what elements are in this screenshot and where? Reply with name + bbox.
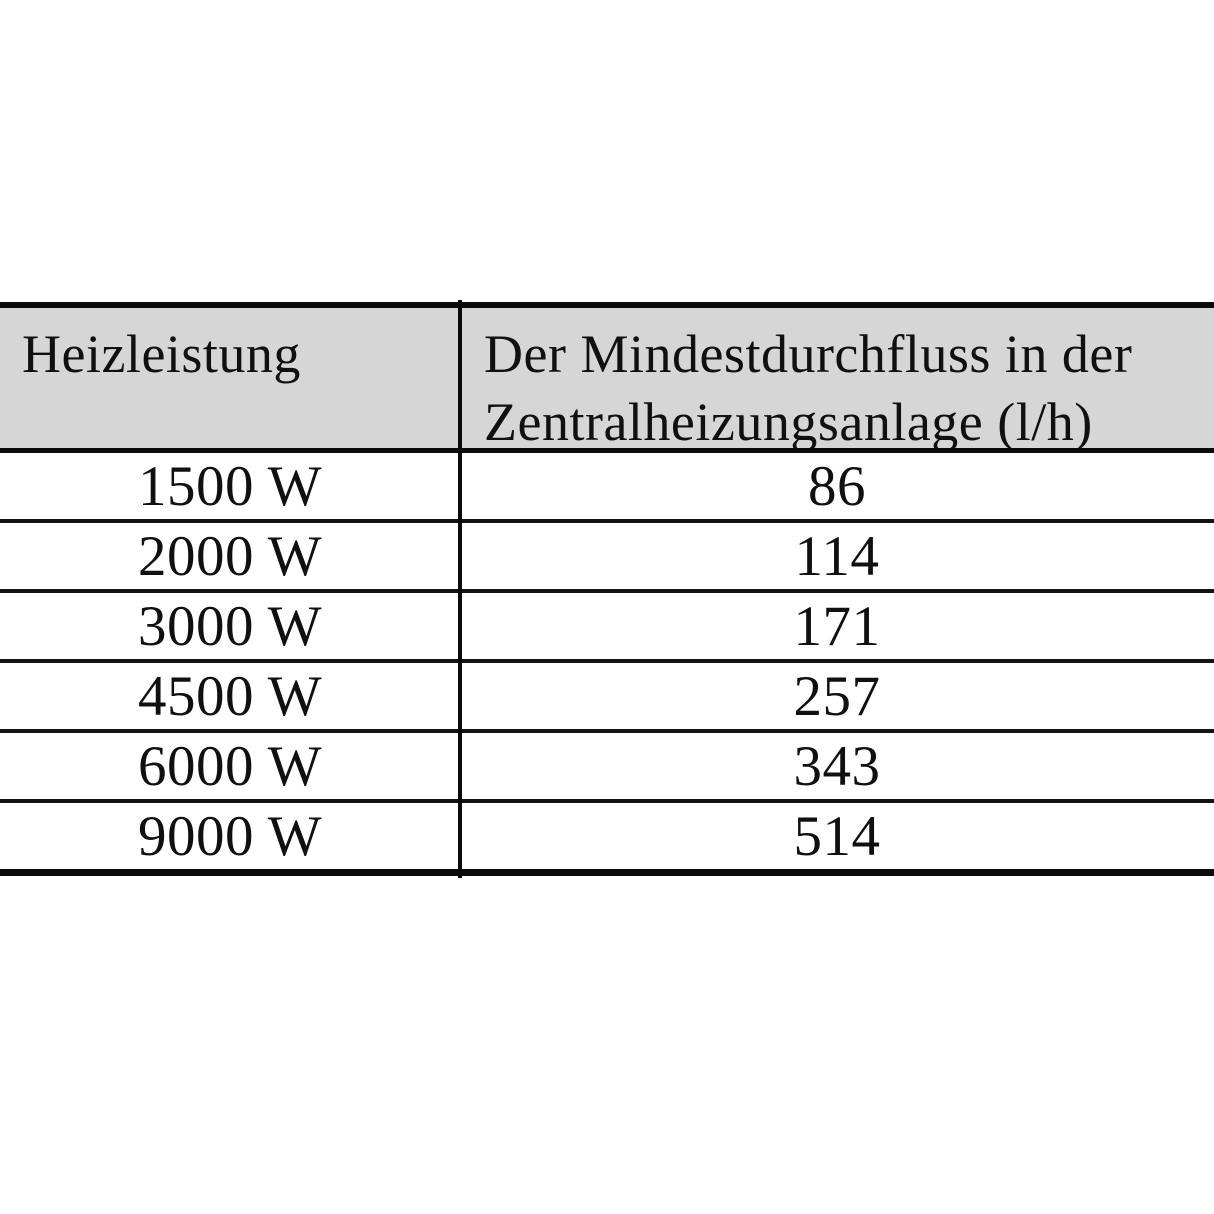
cell-mindestdurchfluss: 114 — [794, 524, 880, 588]
table-row: 6000 W 343 — [0, 733, 1214, 803]
table-header-row: Heizleistung Der Mindestdurchfluss in de… — [0, 308, 1214, 453]
table-row: 4500 W 257 — [0, 663, 1214, 733]
cell-heizleistung: 9000 W — [137, 804, 323, 868]
header-mindestdurchfluss-line2: Zentralheizungsanlage (l/h) — [484, 392, 1093, 448]
cell-heizleistung: 4500 W — [137, 664, 323, 728]
table-row: 1500 W 86 — [0, 453, 1214, 523]
cell-mindestdurchfluss: 343 — [793, 734, 881, 798]
cell-mindestdurchfluss: 171 — [793, 594, 881, 658]
header-heizleistung: Heizleistung — [22, 324, 301, 384]
cell-heizleistung: 6000 W — [137, 734, 323, 798]
cell-mindestdurchfluss: 257 — [793, 664, 881, 728]
column-divider-rule — [458, 300, 462, 878]
cell-heizleistung: 2000 W — [137, 524, 323, 588]
cell-mindestdurchfluss: 514 — [793, 804, 881, 868]
table-row: 9000 W 514 — [0, 803, 1214, 869]
heating-flow-table: Heizleistung Der Mindestdurchfluss in de… — [0, 300, 1214, 878]
table-row: 3000 W 171 — [0, 593, 1214, 663]
cell-heizleistung: 1500 W — [137, 454, 323, 518]
cell-heizleistung: 3000 W — [137, 594, 323, 658]
header-mindestdurchfluss-line1: Der Mindestdurchfluss in der — [484, 324, 1133, 384]
header-mindestdurchfluss: Der Mindestdurchfluss in der Zentralheiz… — [460, 308, 1214, 448]
cell-mindestdurchfluss: 86 — [808, 454, 866, 518]
table-row: 2000 W 114 — [0, 523, 1214, 593]
